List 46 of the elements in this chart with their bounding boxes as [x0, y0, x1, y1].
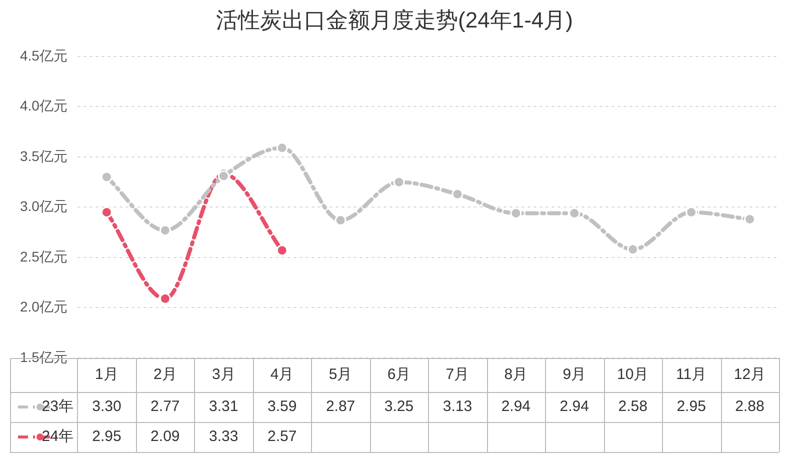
- x-tick-label: 11月: [676, 366, 707, 384]
- data-label: 3.33: [209, 428, 238, 446]
- point: [686, 206, 698, 218]
- y-tick-label: 2.5亿元: [20, 248, 68, 264]
- x-tick-label: 8月: [504, 366, 528, 384]
- data-label: 2.09: [150, 428, 180, 446]
- x-tick-label: 10月: [617, 366, 649, 384]
- data-label: 3.30: [92, 398, 122, 416]
- x-tick-label: 6月: [387, 366, 411, 384]
- y-tick-label: 2.0亿元: [20, 298, 68, 315]
- data-label: 2.94: [560, 398, 589, 416]
- data-label: 2.95: [676, 398, 706, 416]
- x-tick-label: 5月: [328, 366, 352, 384]
- y-tick-label: 3.5亿元: [20, 148, 68, 164]
- data-label: 2.58: [618, 398, 648, 416]
- x-tick-label: 4月: [270, 366, 294, 384]
- point: [159, 292, 171, 304]
- data-label: 2.57: [267, 428, 297, 446]
- y-tick-label: 3.0亿元: [20, 198, 68, 214]
- data-label: 2.94: [501, 398, 531, 416]
- data-label: 2.77: [150, 398, 180, 416]
- x-tick-label: 7月: [446, 366, 470, 384]
- x-tick-label: 12月: [734, 366, 766, 384]
- data-label: 3.59: [267, 398, 297, 416]
- x-tick-label: 3月: [212, 366, 236, 384]
- data-label: 2.88: [735, 398, 764, 416]
- x-tick-label: 9月: [562, 366, 586, 384]
- legend-label: 24年: [42, 428, 74, 446]
- y-tick-label: 4.5亿元: [20, 47, 68, 64]
- point: [159, 224, 171, 236]
- data-label: 3.31: [209, 398, 238, 416]
- point: [276, 142, 288, 154]
- y-tick-label: 4.0亿元: [20, 98, 68, 114]
- legend-label: 23年: [42, 398, 74, 416]
- data-label: 2.87: [326, 398, 356, 416]
- x-tick-label: 2月: [153, 366, 177, 384]
- data-label: 3.25: [384, 398, 414, 416]
- point: [276, 244, 288, 256]
- point: [393, 176, 405, 188]
- data-label: 2.95: [92, 428, 122, 446]
- x-tick-label: 1月: [95, 366, 118, 384]
- point: [627, 244, 639, 256]
- point: [452, 188, 464, 200]
- chart-title: 活性炭出口金额月度走势(24年1-4月): [216, 7, 573, 32]
- data-label: 3.13: [442, 398, 472, 416]
- point: [100, 206, 112, 218]
